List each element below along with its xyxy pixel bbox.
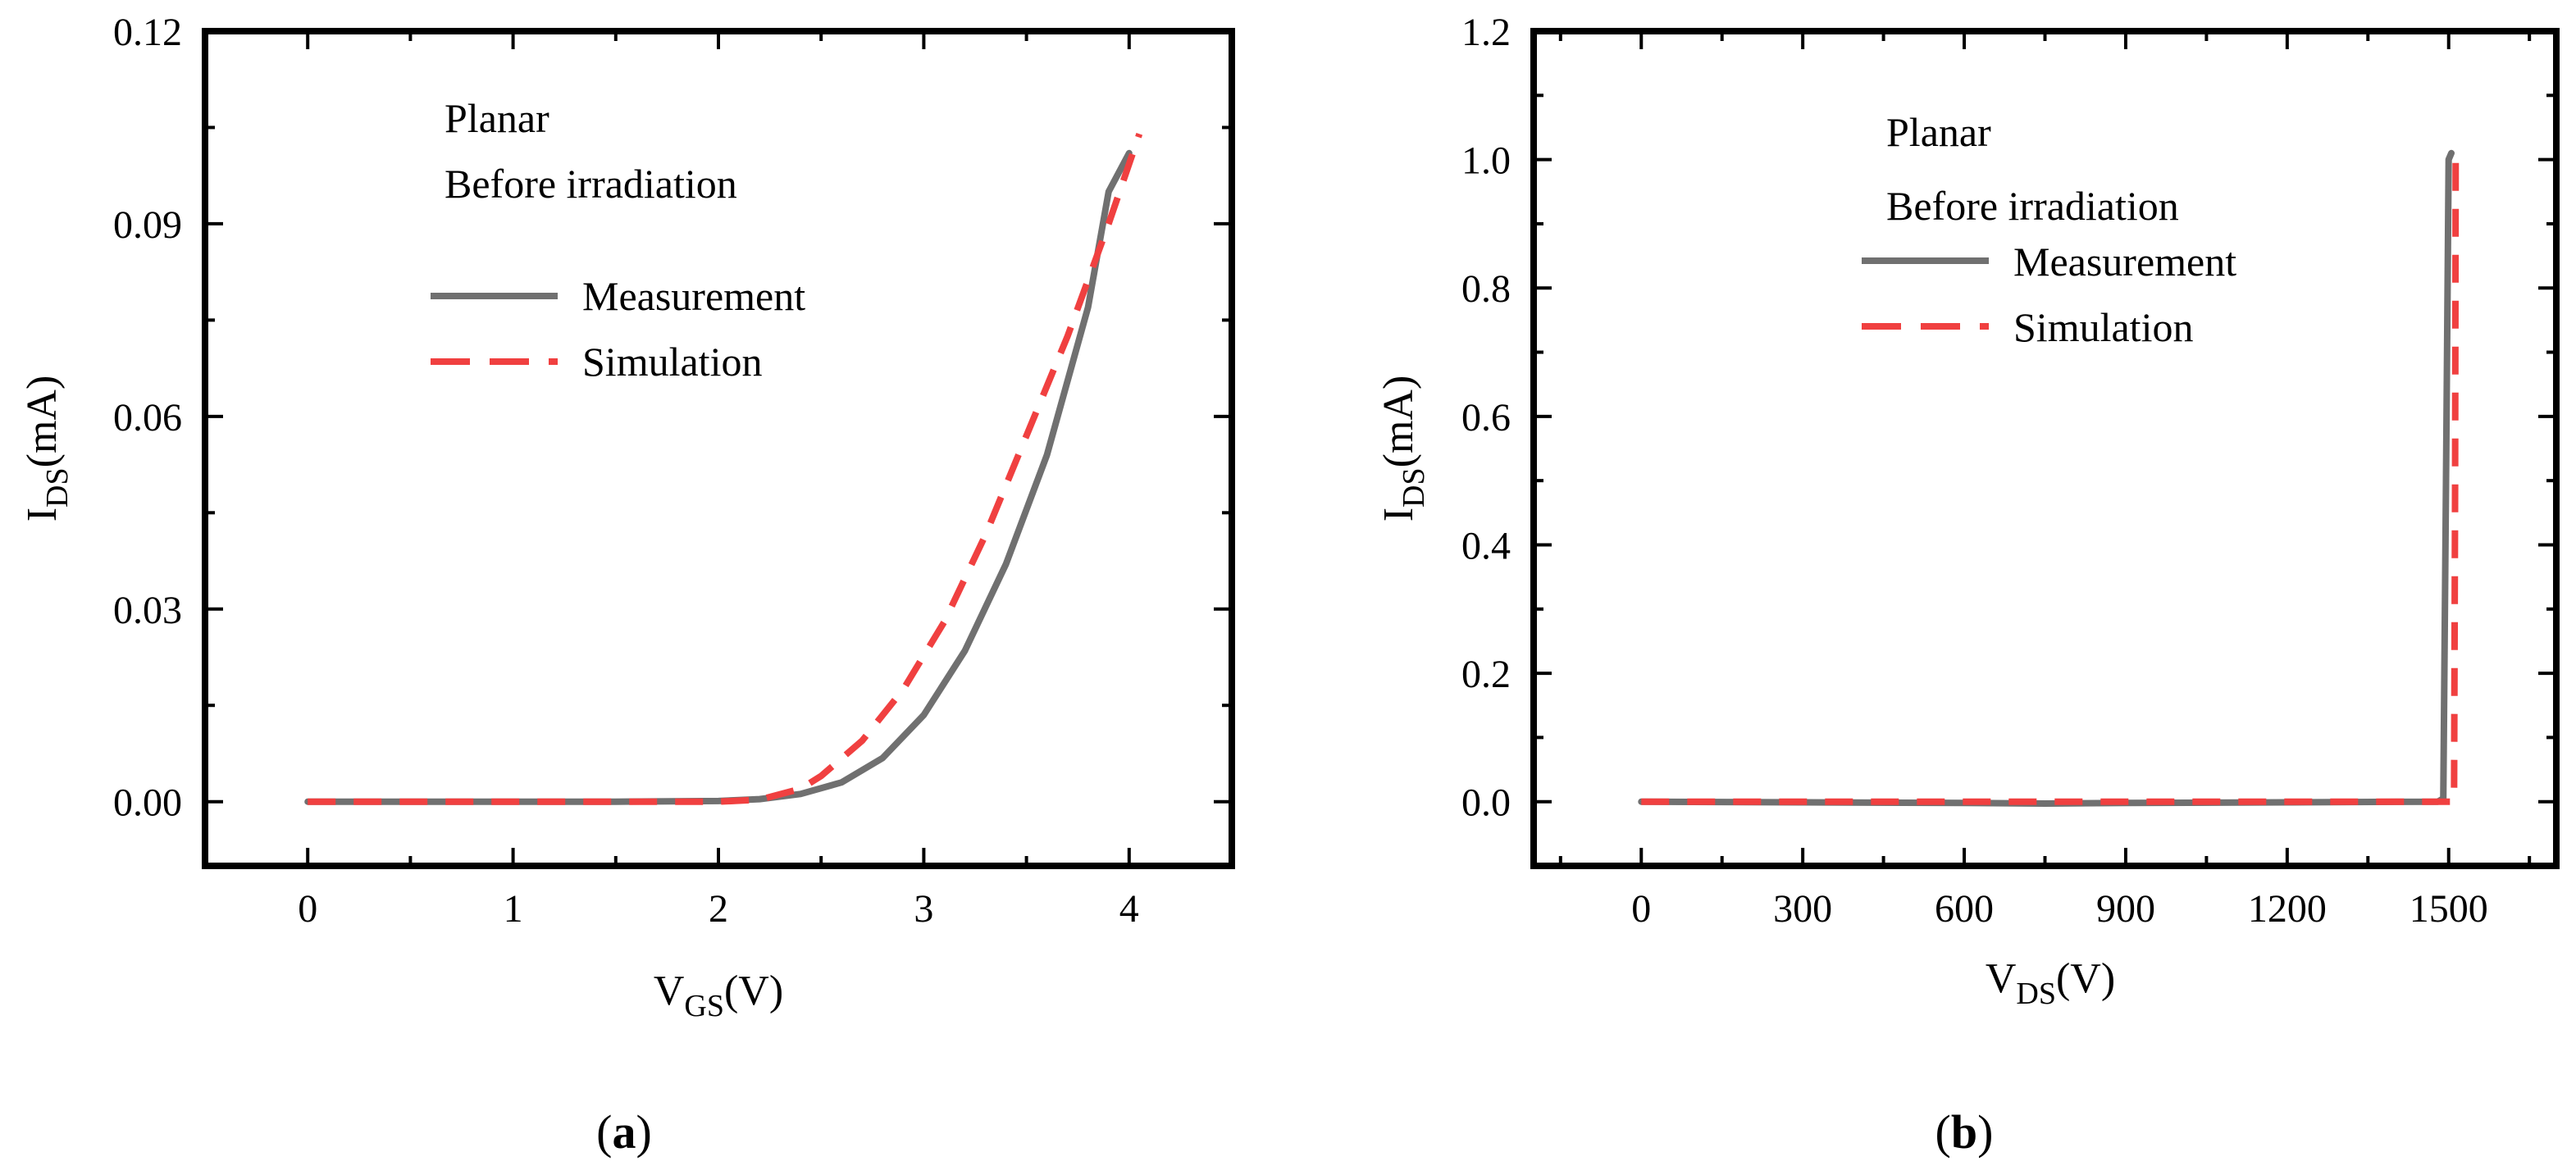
panel-b-series [1638,146,2460,807]
panel-a-y-axis-unit: (mA) [19,376,66,468]
panel-b-y-tick-label: 1.0 [1461,139,1511,183]
panel-a-tick-labels: 0 1 2 3 4 0.00 0.03 0.06 0.09 0.12 [113,11,1139,931]
panel-a: 0 1 2 3 4 0.00 0.03 0.06 0.09 0.12 Planar Before … [19,11,1235,1159]
panel-b-series-simulation [1641,146,2460,805]
panel-a-legend-simulation-label: Simulation [582,339,762,385]
panel-a-y-axis-title: IDS(mA) [19,376,75,522]
panel-a-y-tick-label: 0.06 [113,396,182,439]
panel-b-x-axis-title: VDS(V) [1986,955,2115,1011]
panel-b-label-letter: b [1951,1105,1977,1159]
panel-b-x-tick-label: 900 [2096,887,2155,931]
panel-b-ticks [1534,30,2556,866]
panel-a-annotation-2: Before irradiation [445,161,737,207]
panel-b-x-axis-unit: (V) [2056,955,2115,1002]
panel-a-label: (a) [596,1105,652,1159]
panel-b-y-tick-label: 0.2 [1461,653,1511,696]
panel-b-x-tick-label: 0 [1631,887,1651,931]
panel-b-tick-labels: 0 300 600 900 1200 1500 0.0 0.2 0.4 0.6 0.8 1.0 1.2 [1461,11,2488,931]
panel-b-y-tick-label: 0.6 [1461,396,1511,439]
panel-a-x-axis-title: VGS(V) [654,968,783,1023]
panel-a-y-axis-main: I [19,508,66,521]
panel-a-y-tick-label: 0.03 [113,589,182,632]
panel-a-x-tick-label: 4 [1119,887,1139,931]
panel-a-x-tick-label: 3 [914,887,933,931]
panel-b-x-tick-label: 600 [1935,887,1994,931]
panel-b-y-tick-label: 0.4 [1461,524,1511,567]
panel-a-x-axis-unit: (V) [724,968,783,1014]
panel-b-annotation-1: Planar [1886,109,1991,155]
panel-a-plot-frame [202,28,1235,869]
panel-b-y-axis-unit: (mA) [1375,376,1422,468]
panel-b-x-tick-label: 1200 [2248,887,2327,931]
panel-b-plot-frame [1530,28,2560,869]
panel-b-x-tick-label: 1500 [2410,887,2488,931]
panel-a-x-axis-main: V [654,968,685,1014]
panel-a-x-axis-sub: GS [684,989,724,1023]
panel-a-y-axis-sub: DS [40,467,75,508]
panel-b-y-axis-title: IDS(mA) [1375,376,1431,522]
panel-a-legend-measurement-label: Measurement [582,273,805,319]
panel-b-x-tick-label: 300 [1773,887,1832,931]
panel-b: 0 300 600 900 1200 15000.00.20.40.60.81.01.2 … [1375,11,2560,1159]
panel-a-x-tick-label: 2 [709,887,728,931]
panel-b-legend: Measurement Simulation [1862,239,2236,350]
panel-b-legend-simulation-label: Simulation [2013,304,2193,350]
panel-b-x-axis-sub: DS [2016,977,2056,1011]
panel-a-series-simulation [308,133,1143,805]
panel-b-y-axis-sub: DS [1397,467,1431,508]
panel-a-legend: Measurement Simulation [431,273,805,385]
panel-b-label: (b) [1935,1105,1994,1159]
panel-b-legend-measurement-label: Measurement [2013,239,2236,285]
panel-a-x-tick-label: 1 [504,887,523,931]
panel-b-x-axis-main: V [1986,955,2017,1002]
panel-a-y-tick-label: 0.00 [113,781,182,825]
panel-a-label-letter: a [613,1105,636,1159]
panel-b-annotation-2: Before irradiation [1886,183,2179,229]
panel-a-x-tick-label: 0 [298,887,317,931]
panel-b-y-axis-main: I [1375,508,1422,521]
panel-b-y-tick-label: 0.8 [1461,267,1511,311]
panel-a-annotation-1: Planar [445,95,549,141]
panel-b-y-tick-label: 1.2 [1461,11,1511,54]
panel-a-y-tick-label: 0.12 [113,11,182,54]
panel-b-y-tick-label: 0.0 [1461,781,1511,825]
panel-a-ticks [205,30,1232,866]
panel-a-y-tick-label: 0.09 [113,203,182,247]
panel-a-series [304,133,1143,805]
